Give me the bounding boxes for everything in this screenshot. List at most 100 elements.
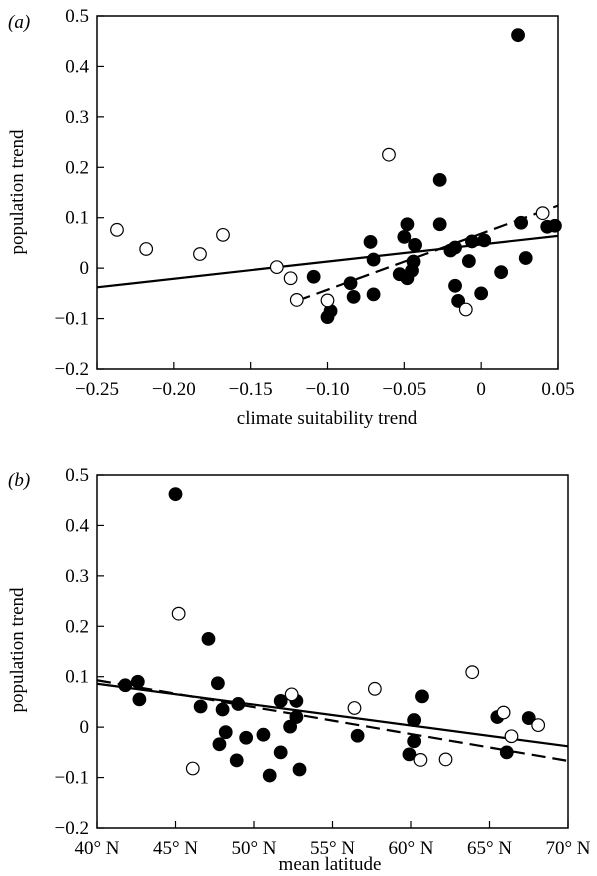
panel-a-point-open xyxy=(193,247,207,261)
panel-a-point-filled xyxy=(451,294,466,308)
panel-a-point-filled xyxy=(432,217,447,232)
panel-a-x-tick-label: 0 xyxy=(476,379,486,400)
panel-b: (b) −0.2 −0.1 0 0.1 0.2 0.3 0.4 0.5 40° N 45° N 5… xyxy=(7,465,591,875)
panel-a-point-filled xyxy=(306,269,321,284)
panel-b-x-tick-label: 50° N xyxy=(231,838,276,859)
panel-a-y-tick-label: 0 xyxy=(80,258,90,279)
panel-b-point-filled xyxy=(292,762,307,777)
panel-b-point-open xyxy=(438,752,453,767)
panel-a-point-filled xyxy=(518,251,533,265)
panel-a-point-filled xyxy=(465,234,479,249)
panel-a-point-open xyxy=(283,271,298,286)
panel-a-fit-lines xyxy=(96,204,559,302)
panel-b-point-filled xyxy=(168,487,183,502)
panel-b-y-tick-label: 0.4 xyxy=(65,515,89,536)
panel-b-y-tick-label: 0.5 xyxy=(65,465,89,486)
panel-a-point-filled xyxy=(477,233,492,248)
panel-a-point-open xyxy=(320,293,335,308)
panel-b-x-axis-label: mean latitude xyxy=(279,854,382,875)
panel-a-point-open xyxy=(216,227,230,242)
panel-a-y-tick-label: −0.1 xyxy=(55,309,89,330)
panel-b-y-tick-label: 0 xyxy=(80,717,90,738)
panel-a-point-filled xyxy=(548,218,562,233)
panel-b-point-open xyxy=(531,718,546,733)
panel-b-label: (b) xyxy=(8,470,30,491)
panel-a-point-filled xyxy=(494,265,509,280)
panel-a-y-tick-label: 0.4 xyxy=(65,56,89,77)
panel-b-point-filled xyxy=(201,631,216,646)
panel-a-point-filled xyxy=(474,286,489,301)
panel-a-point-open xyxy=(289,293,304,307)
panel-a-point-open xyxy=(269,260,284,275)
panel-a-point-filled xyxy=(363,235,378,249)
panel-a-y-tick-label: 0.1 xyxy=(65,208,89,229)
panel-a-point-filled xyxy=(397,229,412,244)
panel-a-x-tick-label: −0.15 xyxy=(229,379,273,400)
panel-a-point-filled xyxy=(400,217,415,232)
panel-b-point-open xyxy=(367,681,382,696)
panel-a-x-tick-label: −0.05 xyxy=(382,379,426,400)
panel-a-x-tick-label: −0.25 xyxy=(75,379,119,400)
panel-b-fit-lines xyxy=(96,679,569,763)
panel-b-point-filled xyxy=(210,676,225,691)
panel-b-point-open xyxy=(347,701,362,715)
panel-b-point-filled xyxy=(273,694,288,708)
panel-b-point-open xyxy=(504,729,519,744)
panel-a-y-tick-label: −0.2 xyxy=(55,359,89,380)
panel-a-point-filled xyxy=(461,254,476,268)
panel-a-x-tick-label: −0.20 xyxy=(152,379,196,400)
panel-b-point-filled xyxy=(289,710,304,724)
panel-b-x-tick-label: 60° N xyxy=(388,838,433,859)
panel-a-point-filled xyxy=(408,238,422,252)
panel-a-x-tick-label: 0.05 xyxy=(541,379,574,400)
panel-b-point-filled xyxy=(521,711,536,725)
panel-b-point-filled xyxy=(118,678,133,693)
panel-a-point-open xyxy=(110,222,124,237)
panel-a-y-axis-label: population trend xyxy=(7,129,28,255)
panel-b-point-open xyxy=(413,753,428,767)
panel-b-y-tick-label: −0.2 xyxy=(55,818,89,839)
panel-b-point-open xyxy=(171,606,186,621)
panel-b-point-filled xyxy=(407,734,422,749)
panel-b-y-tick-label: 0.3 xyxy=(65,566,89,587)
panel-a-y-tick-label: 0.5 xyxy=(65,6,89,27)
panel-a-point-open xyxy=(535,206,550,221)
panel-a-point-filled xyxy=(366,287,381,302)
panel-a-point-filled xyxy=(448,278,462,293)
panel-b-point-filled xyxy=(239,730,254,745)
panel-b-point-filled xyxy=(132,692,147,707)
panel-a-point-open xyxy=(139,242,154,256)
panel-a-y-ticks: −0.2 −0.1 0 0.1 0.2 0.3 0.4 0.5 xyxy=(55,6,104,380)
panel-a-point-filled xyxy=(514,215,529,230)
panel-b-point-filled xyxy=(499,745,514,760)
panel-a-point-filled xyxy=(432,172,447,187)
panel-b-point-open xyxy=(496,705,511,720)
panel-a: (a) −0.2−0.100.10.20.30.40.5 −0.25 −0.20−… xyxy=(7,6,575,429)
panel-b-point-filled xyxy=(212,737,227,752)
panel-b-point-filled xyxy=(262,768,277,783)
panel-a-point-filled xyxy=(366,252,381,267)
panel-a-point-filled xyxy=(343,276,358,291)
panel-b-y-tick-label: 0.2 xyxy=(65,616,89,637)
panel-a-point-filled xyxy=(443,243,458,258)
panel-b-point-filled xyxy=(273,745,288,760)
panel-b-points xyxy=(118,487,546,783)
panel-b-y-tick-label: −0.1 xyxy=(55,768,89,789)
panel-b-point-filled xyxy=(229,753,244,768)
panel-b-point-filled xyxy=(215,702,230,717)
panel-b-point-filled xyxy=(256,727,271,742)
panel-b-point-filled xyxy=(402,747,417,762)
panel-b-point-filled xyxy=(218,725,233,740)
panel-a-label: (a) xyxy=(8,12,30,33)
panel-a-x-tick-label: −0.10 xyxy=(306,379,350,400)
panel-b-point-filled xyxy=(193,699,208,714)
panel-b-x-tick-label: 70° N xyxy=(545,838,590,859)
panel-b-point-filled xyxy=(407,713,422,727)
panel-b-x-ticks: 40° N 45° N 50° N 55° N 60° N 65° N 70° N xyxy=(74,821,591,859)
panel-b-point-filled xyxy=(231,697,246,711)
panel-b-fit-line-solid xyxy=(96,682,569,748)
panel-b-x-tick-label: 40° N xyxy=(74,838,119,859)
panel-a-point-open xyxy=(458,302,473,317)
panel-b-point-filled xyxy=(283,719,298,734)
